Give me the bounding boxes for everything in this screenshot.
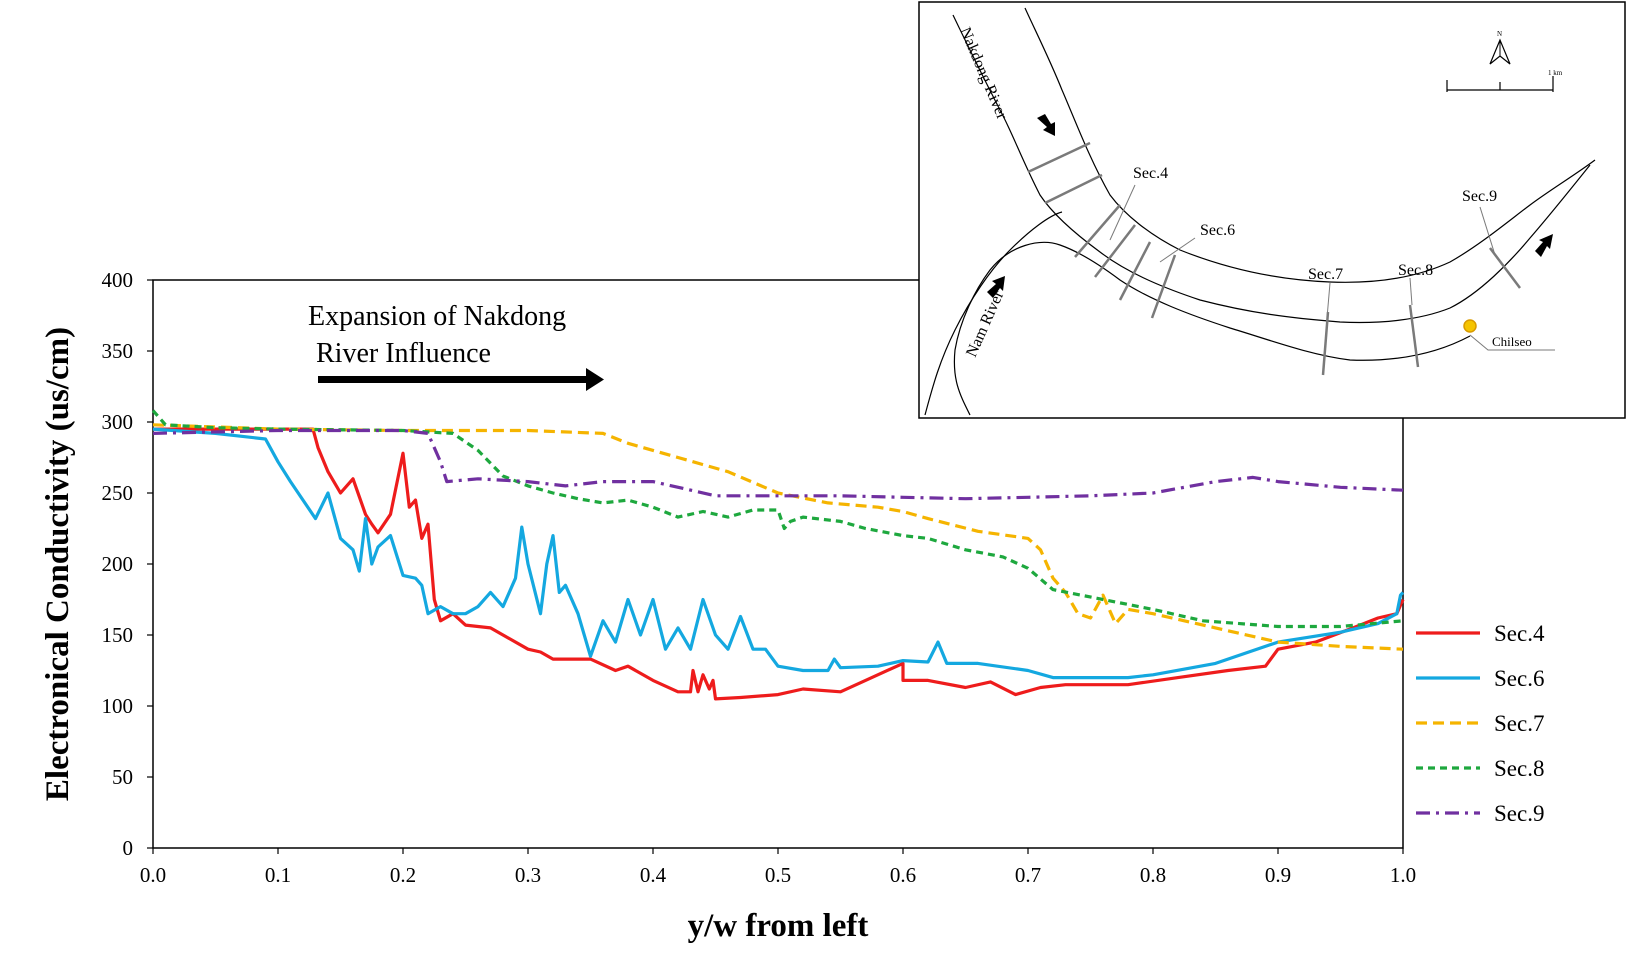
y-tick-label: 350 [102,339,134,363]
legend-label: Sec.9 [1494,801,1544,826]
y-axis-title: Electronical Conductivity (us/cm) [40,327,76,801]
legend: Sec.4 Sec.6 Sec.7 Sec.8 Sec.9 [1416,621,1545,826]
chilseo-marker-icon [1463,319,1477,333]
x-tick-label: 0.6 [890,863,916,887]
map-label-sec8: Sec.8 [1398,262,1433,279]
series-line-sec7 [152,423,1404,651]
map-label-chilseo: Chilseo [1492,334,1532,349]
x-tick-label: 0.5 [765,863,791,887]
x-tick-label: 0.2 [390,863,416,887]
y-tick-label: 250 [102,481,134,505]
nam-bank-west [953,241,1471,416]
series-line-sec4 [153,427,1405,701]
y-axis-ticks: 0 50 100 150 200 250 300 350 400 [102,268,153,860]
map-frame [918,1,1626,419]
annotation-line-2: River Influence [316,338,491,369]
legend-label: Sec.7 [1494,711,1544,736]
map-label-sec9: Sec.9 [1462,188,1497,205]
map-label-sec4: Sec.4 [1133,165,1168,182]
legend-label: Sec.8 [1494,756,1544,781]
y-tick-label: 150 [102,623,134,647]
nam-flow-arrow-icon [987,276,1005,298]
series-line-sec9 [152,428,1404,501]
series-line-sec8 [151,409,1404,629]
scale-bar: 1 km [1446,69,1563,92]
leader-lines [1109,184,1555,351]
x-axis-ticks: 0.0 0.1 0.2 0.3 0.4 0.5 0.6 0.7 0.8 0.9 1.0 [140,848,1416,887]
nakdong-bank-east [1024,7,1596,283]
y-tick-label: 200 [102,552,134,576]
series-layer [151,409,1405,701]
x-axis-title: y/w from left [688,908,869,944]
x-tick-label: 0.9 [1265,863,1291,887]
y-tick-label: 400 [102,268,134,292]
nakdong-flow-arrow-icon [1037,114,1055,136]
north-label: N [1497,30,1502,38]
y-tick-label: 300 [102,410,134,434]
legend-label: Sec.6 [1494,666,1544,691]
y-tick-label: 50 [112,765,133,789]
x-tick-label: 0.3 [515,863,541,887]
x-tick-label: 0.4 [640,863,667,887]
north-arrow-icon: N [1489,30,1511,65]
x-tick-label: 0.7 [1015,863,1041,887]
x-tick-label: 0.1 [265,863,291,887]
outflow-arrow-icon [1535,234,1553,257]
map-inset: Nakdong River Nam River Sec.4 Sec.6 Sec.… [918,1,1626,419]
x-tick-label: 1.0 [1390,863,1416,887]
x-tick-label: 0.8 [1140,863,1166,887]
map-label-sec6: Sec.6 [1200,222,1235,239]
map-label-sec7: Sec.7 [1308,266,1343,283]
expansion-arrow-icon [318,368,604,391]
annotation-line-1: Expansion of Nakdong [308,301,566,332]
scale-label: 1 km [1548,69,1563,77]
y-tick-label: 100 [102,694,134,718]
x-tick-label: 0.0 [140,863,166,887]
series-line-sec6 [152,427,1405,680]
nam-bank-east [924,211,1063,416]
section-lines [1027,141,1521,376]
y-tick-label: 0 [123,836,134,860]
legend-label: Sec.4 [1494,621,1545,646]
